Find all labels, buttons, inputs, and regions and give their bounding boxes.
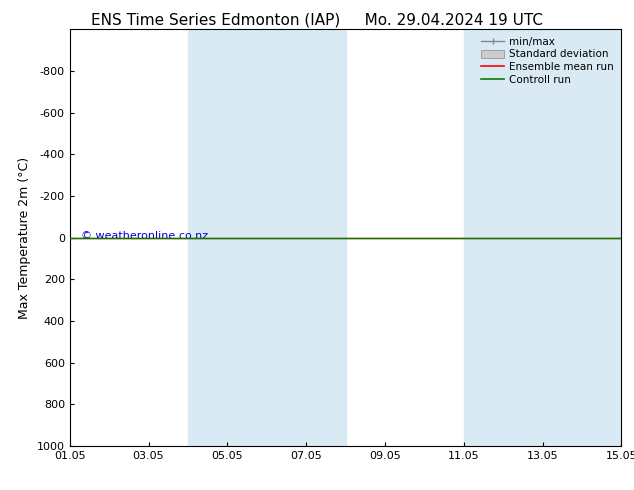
Y-axis label: Max Temperature 2m (°C): Max Temperature 2m (°C) [18,157,31,318]
Bar [463,29,543,446]
Text: ENS Time Series Edmonton (IAP)     Mo. 29.04.2024 19 UTC: ENS Time Series Edmonton (IAP) Mo. 29.04… [91,12,543,27]
Text: © weatheronline.co.nz: © weatheronline.co.nz [81,231,208,241]
Legend: min/max, Standard deviation, Ensemble mean run, Controll run: min/max, Standard deviation, Ensemble me… [479,35,616,87]
Bar [543,29,621,446]
Bar [188,29,267,446]
Bar [267,29,346,446]
